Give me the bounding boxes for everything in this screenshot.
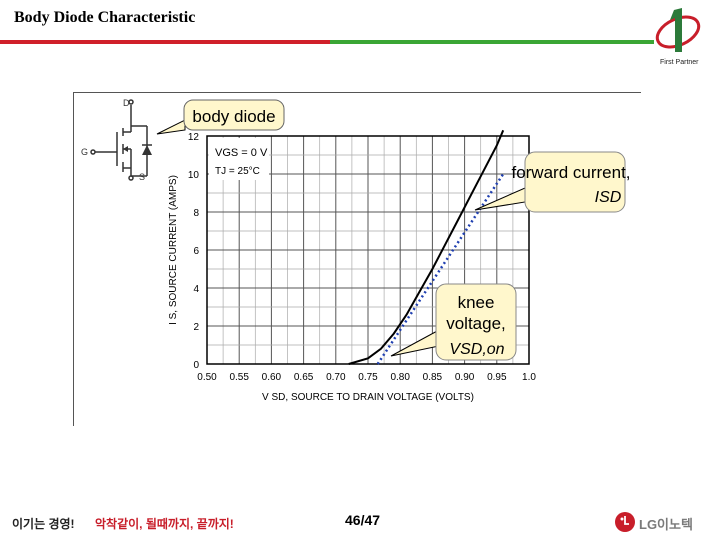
symbol-label-source: S — [139, 172, 145, 182]
callout-knee-voltage-line-1: knee — [458, 293, 495, 312]
x-axis-label: V SD, SOURCE TO DRAIN VOLTAGE (VOLTS) — [262, 392, 474, 403]
footer-brand: LG이노텍 — [639, 517, 693, 532]
y-tick-label: 12 — [188, 132, 200, 143]
page-number: 46/47 — [345, 512, 381, 528]
callout-knee-voltage-text: knee voltage, — [446, 293, 506, 333]
y-tick-label: 2 — [193, 322, 199, 333]
x-tick-label: 0.80 — [390, 372, 410, 383]
y-tick-label: 6 — [193, 246, 199, 257]
x-tick-label: 0.65 — [294, 372, 314, 383]
logo-ring — [655, 15, 701, 49]
condition-tj: TJ = 25°C — [215, 166, 260, 177]
x-tick-labels: 0.50 0.55 0.60 0.65 0.70 0.75 0.80 0.85 0.90 0.95… — [197, 372, 536, 383]
company-logo — [655, 8, 701, 52]
y-axis-label: I S, SOURCE CURRENT (AMPS) — [168, 175, 179, 325]
x-tick-label: 0.70 — [326, 372, 346, 383]
logo-caption: First Partner — [660, 59, 699, 66]
title-underline-red — [0, 40, 330, 44]
mosfet-symbol: D G S — [81, 98, 152, 182]
x-tick-label: 0.75 — [358, 372, 378, 383]
conditions-box — [209, 138, 269, 180]
x-tick-label: 0.85 — [423, 372, 443, 383]
x-tick-label: 0.60 — [262, 372, 282, 383]
x-tick-label: 1.0 — [522, 372, 536, 383]
body-diode-chart: 0.50 0.55 0.60 0.65 0.70 0.75 0.80 0.85 0.90 0.95… — [73, 92, 641, 426]
callout-forward-current — [524, 151, 626, 213]
y-tick-label: 4 — [193, 284, 199, 295]
callout-forward-current-symbol: ISD — [595, 189, 622, 206]
callout-forward-current-text-1: forward current, — [511, 163, 630, 182]
callout-pointer-forward-current — [474, 187, 526, 211]
symbol-label-drain: D — [123, 98, 130, 108]
condition-vgs: VGS = 0 V — [215, 147, 268, 159]
callout-knee-voltage-symbol: VSD,on — [449, 341, 504, 358]
y-tick-labels: 0 2 4 6 8 10 12 — [188, 132, 200, 371]
plot-frame — [206, 135, 530, 365]
y-tick-label: 0 — [193, 360, 199, 371]
diode-iv-curve — [348, 129, 505, 365]
x-tick-label: 0.90 — [455, 372, 475, 383]
callout-knee-voltage-line-2: voltage, — [446, 314, 506, 333]
lg-logo-icon — [615, 512, 635, 532]
callout-pointer-body-diode — [156, 119, 186, 135]
callout-body-diode — [183, 99, 285, 131]
symbol-label-gate: G — [81, 147, 88, 157]
x-tick-label: 0.50 — [197, 372, 217, 383]
footer-slogan: 이기는 경영! — [12, 517, 75, 531]
logo-digit-one — [670, 8, 682, 52]
callout-body-diode-text: body diode — [192, 107, 275, 126]
callout-knee-voltage — [435, 283, 517, 361]
x-tick-label: 0.95 — [487, 372, 507, 383]
y-tick-label: 8 — [193, 208, 199, 219]
footer-motto: 악착같이, 될때까지, 끝까지! — [95, 517, 234, 531]
y-tick-label: 10 — [188, 170, 200, 181]
x-tick-label: 0.55 — [229, 372, 249, 383]
title-underline-green — [330, 40, 654, 44]
slide-title: Body Diode Characteristic — [14, 9, 196, 26]
